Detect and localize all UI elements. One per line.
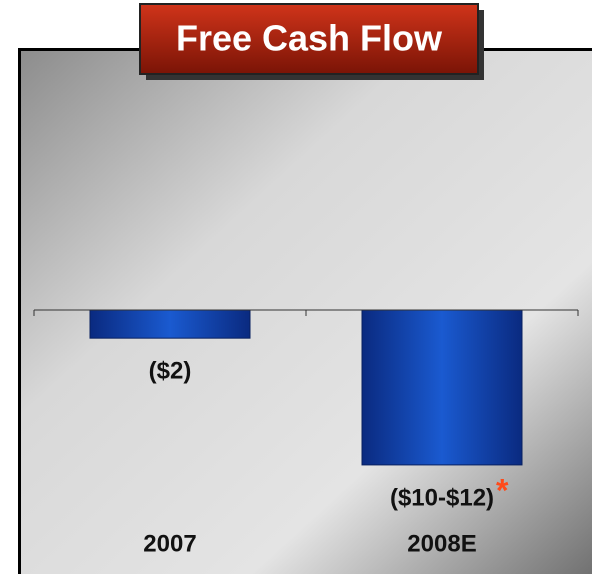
chart-title: Free Cash Flow: [176, 18, 443, 59]
value-label: ($10-$12): [390, 484, 494, 511]
bar: [89, 309, 251, 339]
bar: [361, 309, 523, 466]
title-box: [139, 3, 479, 75]
value-label: ($2): [149, 358, 192, 385]
x-tick-label: 2008E: [407, 530, 476, 557]
x-tick-label: 2007: [143, 530, 196, 557]
annotation: *: [496, 472, 509, 508]
